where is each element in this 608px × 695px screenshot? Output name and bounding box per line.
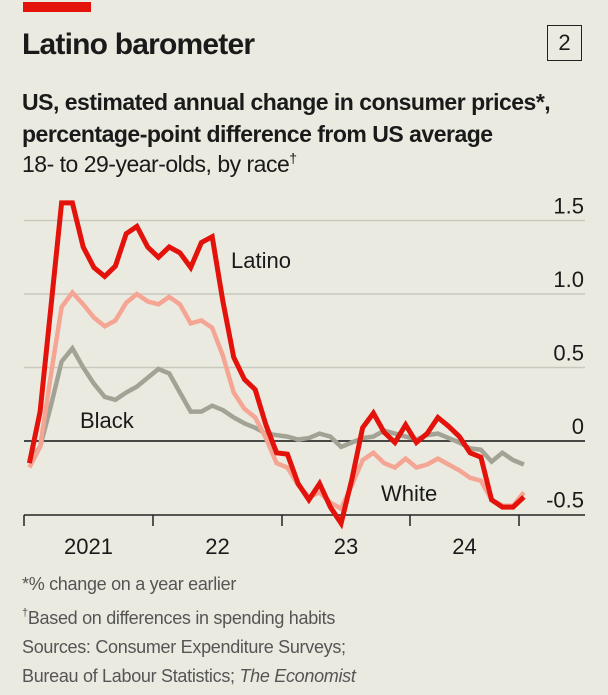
- x-tick-label: 23: [334, 534, 358, 559]
- series-label-black: Black: [80, 408, 135, 433]
- series-line-black: [27, 344, 525, 467]
- brand-red-bar: [23, 2, 91, 12]
- subtitle-line-1: US, estimated annual change in consumer …: [22, 89, 551, 115]
- x-axis: 2021 22 23 24: [23, 514, 585, 559]
- line-chart: 1.5 1.0 0.5 0 -0.5 2021 22 23 24 Latino Black Whi…: [23, 194, 585, 559]
- x-tick-label: 2021: [64, 534, 113, 559]
- footnote-1: *% change on a year earlier: [22, 574, 237, 594]
- x-tick-label: 24: [452, 534, 476, 559]
- sources-line-2: Bureau of Labour Statistics; The Economi…: [22, 662, 356, 691]
- y-axis-labels: 1.5 1.0 0.5 0 -0.5: [546, 194, 584, 513]
- chart-title: Latino barometer: [22, 28, 255, 61]
- series-labels: Latino Black White: [80, 248, 437, 506]
- subtitle-line-2: percentage-point difference from US aver…: [22, 121, 493, 147]
- y-tick-label: -0.5: [546, 488, 584, 513]
- dagger-mark: †: [22, 607, 28, 619]
- sources-publication: The Economist: [239, 666, 356, 686]
- sources-line-2-text: Bureau of Labour Statistics;: [22, 666, 240, 686]
- gridlines: [24, 219, 585, 442]
- chart-footer: *% change on a year earlier †Based on di…: [22, 570, 356, 691]
- y-tick-label: 0: [572, 414, 584, 439]
- chart-number-badge: 2: [547, 25, 582, 61]
- series-lines: [26, 200, 526, 530]
- subsubtitle-text: 18- to 29-year-olds, by race: [22, 151, 290, 177]
- footnote-2-text: Based on differences in spending habits: [27, 608, 336, 628]
- sources-line-1: Sources: Consumer Expenditure Surveys;: [22, 637, 346, 657]
- footnote-2: †Based on differences in spending habits: [22, 599, 356, 633]
- y-tick-label: 1.5: [553, 194, 584, 219]
- y-tick-label: 1.0: [553, 267, 584, 292]
- y-tick-label: 0.5: [553, 341, 584, 366]
- series-label-latino: Latino: [231, 248, 291, 273]
- chart-subsubtitle: 18- to 29-year-olds, by race†: [22, 150, 297, 178]
- series-label-white: White: [381, 481, 437, 506]
- dagger-mark: †: [289, 150, 297, 166]
- chart-subtitle: US, estimated annual change in consumer …: [22, 86, 551, 150]
- series-line-white: [27, 288, 526, 512]
- series-line-latino: [26, 200, 526, 530]
- x-tick-label: 22: [205, 534, 229, 559]
